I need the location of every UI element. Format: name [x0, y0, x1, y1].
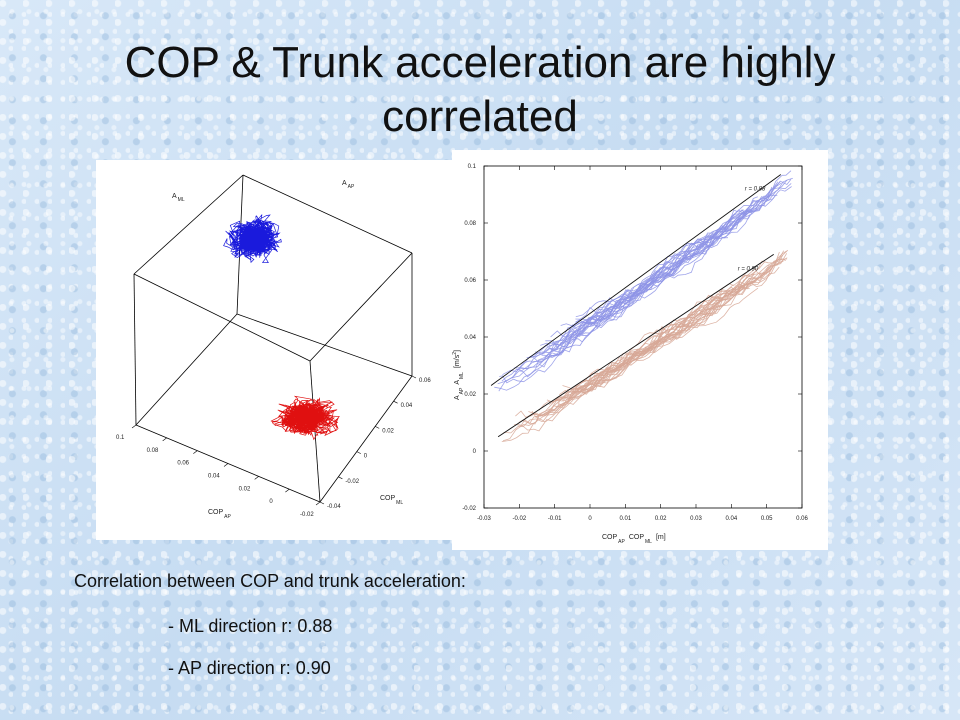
scatter-trace — [566, 260, 784, 391]
x-tick-label: -0.01 — [548, 516, 562, 522]
scatter-trace — [511, 209, 748, 379]
cop-ml-tick-label: -0.02 — [345, 479, 359, 485]
scatter-trace — [552, 266, 780, 402]
a-ml-trace-path — [223, 214, 282, 264]
figure-2d-scatter: -0.03 -0.02 -0.01 0 0.01 0.02 0.03 0.04 0.05 0.06… — [452, 150, 828, 550]
ml-correlation-item: - ML direction r: 0.88 — [168, 616, 333, 636]
cop-ml-tick-mark — [319, 501, 325, 505]
cop-ap-tick-mark — [162, 437, 167, 442]
ap-correlation-item: - AP direction r: 0.90 — [168, 658, 331, 678]
scatter-trace — [575, 183, 792, 318]
chart-3d-svg: 0.1 0.08 0.06 0.04 0.02 0 -0.02 -0.04 -0.02 0 0.0… — [116, 174, 431, 520]
box-edge-floor-front2 — [319, 375, 413, 503]
x-axis-label: COPAPCOPML[m] — [602, 534, 666, 545]
chart-2d-svg: -0.03 -0.02 -0.01 0 0.01 0.02 0.03 0.04 0.05 0.06… — [452, 164, 808, 545]
correlation-annotation: r = 0.90 — [738, 266, 759, 272]
scatter-trace — [557, 254, 784, 405]
title-line-2: correlated — [382, 92, 578, 141]
cop-ml-ticks: -0.04 -0.02 0 0.02 0.04 0.06 — [319, 375, 431, 510]
cop-ml-tick-mark — [393, 400, 398, 404]
box-edge-left-vert — [133, 273, 137, 426]
x-tick-label: -0.02 — [512, 516, 526, 522]
cop-ml-tick-label: 0 — [364, 454, 368, 460]
fit-line — [497, 253, 774, 438]
a-ml-trace — [223, 214, 282, 264]
box-edge-top-front1 — [133, 273, 311, 362]
cop-ap-tick-label: 0 — [269, 499, 273, 505]
cop-ml-tick-mark — [356, 451, 361, 454]
cop-ap-tick-label: 0.04 — [208, 474, 220, 480]
scatter-trace — [498, 220, 732, 392]
scatter-trace — [517, 270, 749, 432]
cop-ml-tick-label: 0.02 — [382, 428, 394, 434]
cop-ap-tick-mark — [131, 424, 137, 429]
box-edge-back-floor2 — [236, 313, 413, 377]
slide-title: COP & Trunk acceleration are highly corr… — [40, 36, 920, 144]
x-tick-label: 0.02 — [655, 516, 667, 522]
cop-ap-tick-label: 0.06 — [177, 461, 189, 467]
cop-ap-tick-mark — [285, 488, 290, 493]
cop-ml-tick-label: -0.04 — [327, 504, 341, 510]
cop-ap-tick-mark — [254, 476, 259, 480]
x-tick-label: 0.01 — [619, 516, 631, 522]
x-tick-label: -0.03 — [477, 516, 491, 522]
scatter-traces — [494, 170, 793, 442]
x-tick-label: 0.04 — [725, 516, 737, 522]
correlation-annotation: r = 0.88 — [745, 187, 766, 193]
fit-lines: r = 0.90 r = 0.88 — [490, 174, 782, 438]
y-tick-label: -0.02 — [462, 506, 476, 512]
x-tick-label: 0 — [588, 516, 592, 522]
cop-ap-tick-mark — [223, 463, 229, 467]
scatter-trace — [536, 261, 766, 417]
cop-ap-tick-mark — [193, 450, 198, 454]
cop-ap-axis-label: COPAP — [208, 509, 232, 520]
cop-ap-ticks: 0.1 0.08 0.06 0.04 0.02 0 -0.02 — [116, 424, 321, 518]
box-edge-back-floor1 — [135, 313, 238, 426]
y-tick-label: 0.08 — [464, 221, 476, 227]
cop-ap-tick-mark — [315, 501, 321, 506]
box-frame — [133, 174, 413, 503]
box-edge-back-top — [133, 174, 244, 275]
cop-ml-axis-label: COPML — [380, 495, 403, 506]
cop-ml-tick-label: 0.06 — [419, 378, 431, 384]
scatter-trace — [560, 177, 793, 327]
x-tick-label: 0.03 — [690, 516, 702, 522]
a-ml-axis-label: AML — [172, 193, 185, 203]
cop-ap-tick-label: 0.1 — [116, 435, 125, 441]
y-tick-label: 0 — [473, 449, 477, 455]
x-tick-label: 0.06 — [796, 516, 808, 522]
x-tick-label: 0.05 — [761, 516, 773, 522]
cop-ap-tick-label: 0.08 — [147, 448, 159, 454]
y-tick-label: 0.06 — [464, 278, 476, 284]
box-edge-back-top2 — [242, 174, 413, 254]
title-line-1: COP & Trunk acceleration are highly — [124, 38, 836, 87]
scatter-trace — [494, 234, 709, 391]
y-tick-label: 0.02 — [464, 392, 476, 398]
cop-ap-tick-label: 0.02 — [239, 486, 251, 492]
figure-3d-scatter: 0.1 0.08 0.06 0.04 0.02 0 -0.02 -0.04 -0.02 0 0.0… — [96, 160, 456, 540]
cop-ml-tick-label: 0.04 — [401, 403, 413, 409]
a-ap-trace — [270, 395, 340, 441]
cop-ml-tick-mark — [375, 426, 380, 429]
scatter-trace — [540, 199, 760, 347]
cop-ml-tick-mark — [338, 476, 343, 480]
scatter-trace — [572, 249, 789, 392]
scatter-trace — [515, 280, 755, 419]
summary-heading: Correlation between COP and trunk accele… — [74, 571, 466, 591]
a-ap-axis-label: AAP — [342, 180, 355, 190]
cop-ap-tick-label: -0.02 — [300, 512, 314, 518]
y-axis-label: AAPAML[m/s2] — [452, 350, 465, 400]
y-tick-label: 0.04 — [464, 335, 476, 341]
fit-line — [490, 174, 782, 386]
box-edge-top-front2 — [309, 252, 413, 362]
cop-ml-tick-mark — [411, 375, 417, 379]
y-tick-label: 0.1 — [468, 164, 477, 170]
axis-ticks: -0.03 -0.02 -0.01 0 0.01 0.02 0.03 0.04 0.05 0.06… — [462, 164, 808, 522]
a-ap-trace-path — [270, 395, 340, 441]
